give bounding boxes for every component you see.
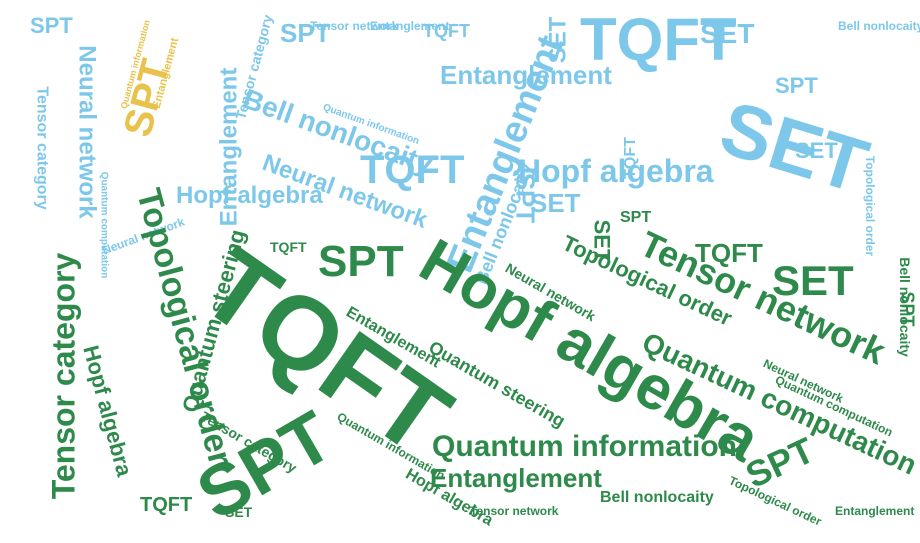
word-tqft: TQFT (621, 137, 639, 179)
word-spt: SPT (30, 13, 73, 38)
word-bell-nonlocaity: Bell nonlocaity (896, 257, 913, 357)
word-neural-network: Neural network (73, 45, 101, 219)
word-spt: SPT (620, 209, 652, 226)
word-entanglement: Entanglement (215, 67, 243, 227)
word-spt: SPT (775, 73, 818, 98)
word-entanglement: Entanglement (370, 19, 450, 33)
word-quantum-information: Quantum information (432, 430, 737, 463)
word-hopf-algebra: Hopf algebra (518, 153, 714, 189)
word-set: SET (710, 85, 878, 210)
word-hopf-algebra: Hopf algebra (78, 342, 138, 480)
word-set: SET (530, 188, 581, 218)
word-tqft: TQFT (580, 6, 737, 73)
word-tensor-network: Tensor network (310, 19, 399, 33)
word-set: SET (772, 257, 854, 304)
word-entanglement: Entanglement (440, 60, 612, 90)
word-tensor-network: Tensor network (470, 504, 559, 518)
word-set: SET (589, 219, 615, 263)
word-hopf-algebra: Hopf algebra (176, 182, 323, 209)
word-tqft: TQFT (360, 148, 465, 192)
word-tensor-category: Tensor category (33, 86, 51, 210)
word-entanglement: Entanglement (430, 463, 602, 493)
word-topological-order: Topological order (863, 155, 878, 257)
word-quantum-computation: Quantum computation (98, 171, 110, 279)
word-set: SET (795, 138, 838, 163)
word-bell-nonlocaity: Bell nonlocaity (838, 19, 920, 33)
word-tqft: TQFT (270, 239, 307, 255)
word-bell-nonlocaity: Bell nonlocaity (600, 489, 714, 506)
word-spt: SPT (280, 18, 331, 48)
word-spt: SPT (318, 237, 404, 286)
word-tqft: TQFT (140, 494, 193, 516)
word-set: SET (544, 16, 572, 64)
word-entanglement: Entanglement (835, 504, 915, 518)
word-tqft: TQFT (695, 238, 763, 268)
word-set: SET (225, 504, 253, 520)
word-tensor-category: Tensor category (45, 252, 82, 500)
word-set: SET (700, 18, 755, 49)
word-tqft: TQFT (423, 21, 470, 41)
